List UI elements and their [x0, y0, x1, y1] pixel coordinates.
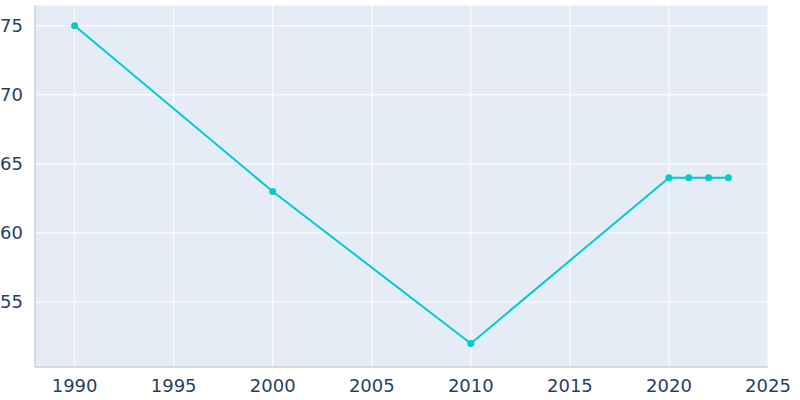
svg-text:2010: 2010	[448, 375, 494, 396]
svg-text:2025: 2025	[745, 375, 791, 396]
svg-text:60: 60	[8, 222, 23, 243]
svg-text:1995: 1995	[151, 375, 197, 396]
svg-text:2020: 2020	[646, 375, 692, 396]
svg-text:1990: 1990	[52, 375, 98, 396]
svg-text:70: 70	[8, 84, 23, 105]
svg-text:2000: 2000	[250, 375, 296, 396]
svg-text:55: 55	[8, 291, 23, 312]
svg-text:2015: 2015	[547, 375, 593, 396]
svg-text:75: 75	[8, 15, 23, 36]
svg-text:65: 65	[8, 153, 23, 174]
svg-text:2005: 2005	[349, 375, 395, 396]
